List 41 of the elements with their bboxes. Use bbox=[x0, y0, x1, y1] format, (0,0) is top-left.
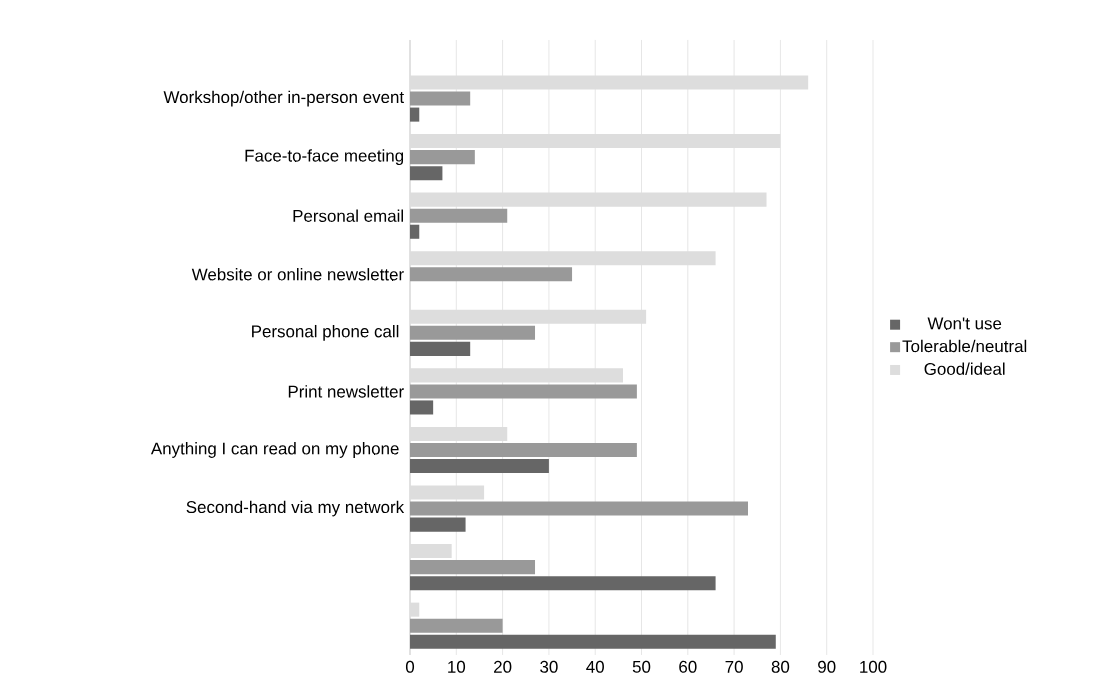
bar bbox=[410, 341, 471, 356]
bar bbox=[410, 309, 647, 324]
x-tick-label: 60 bbox=[679, 660, 697, 673]
y-tick-label: Personal email bbox=[293, 209, 403, 222]
bar bbox=[410, 251, 716, 266]
bar bbox=[410, 634, 776, 649]
legend-label: Tolerable/neutral bbox=[902, 339, 1027, 353]
y-tick-label: Website or online newsletter bbox=[191, 268, 404, 281]
x-tick-label: 40 bbox=[586, 660, 604, 673]
legend-label: Good/ideal bbox=[924, 362, 1005, 375]
bar bbox=[410, 602, 420, 617]
bar bbox=[410, 368, 623, 383]
bar bbox=[410, 459, 549, 474]
x-tick-label: 80 bbox=[771, 660, 790, 673]
x-tick-label: 0 bbox=[405, 660, 415, 673]
bar bbox=[410, 400, 434, 415]
x-tick-label: 30 bbox=[540, 660, 558, 673]
bar bbox=[410, 576, 716, 591]
bar bbox=[410, 75, 809, 90]
y-tick-label: Workshop/other in-person event bbox=[163, 90, 404, 107]
bar bbox=[410, 166, 443, 181]
x-tick-label: 50 bbox=[632, 660, 651, 673]
y-tick-label: Face-to-face meeting bbox=[245, 149, 404, 166]
y-tick-label: Anything I can read on my phone bbox=[150, 442, 399, 458]
y-tick-label: Personal phone call bbox=[252, 324, 399, 341]
y-tick-label: Print newsletter bbox=[288, 385, 404, 398]
legend-label: Won't use bbox=[927, 317, 1002, 330]
bar bbox=[410, 192, 767, 207]
x-tick-label: 70 bbox=[725, 660, 743, 673]
x-tick-label: 20 bbox=[494, 660, 512, 673]
x-tick-label: 10 bbox=[448, 660, 466, 673]
bar bbox=[410, 517, 466, 532]
bar bbox=[410, 426, 508, 441]
bar bbox=[410, 107, 420, 122]
bar bbox=[410, 485, 485, 500]
bar bbox=[410, 134, 781, 149]
bar bbox=[410, 544, 452, 559]
y-tick-label: Second-hand via my network bbox=[186, 500, 405, 517]
bar bbox=[410, 224, 420, 239]
x-tick-label: 90 bbox=[818, 660, 836, 673]
x-tick-label: 100 bbox=[860, 660, 887, 673]
